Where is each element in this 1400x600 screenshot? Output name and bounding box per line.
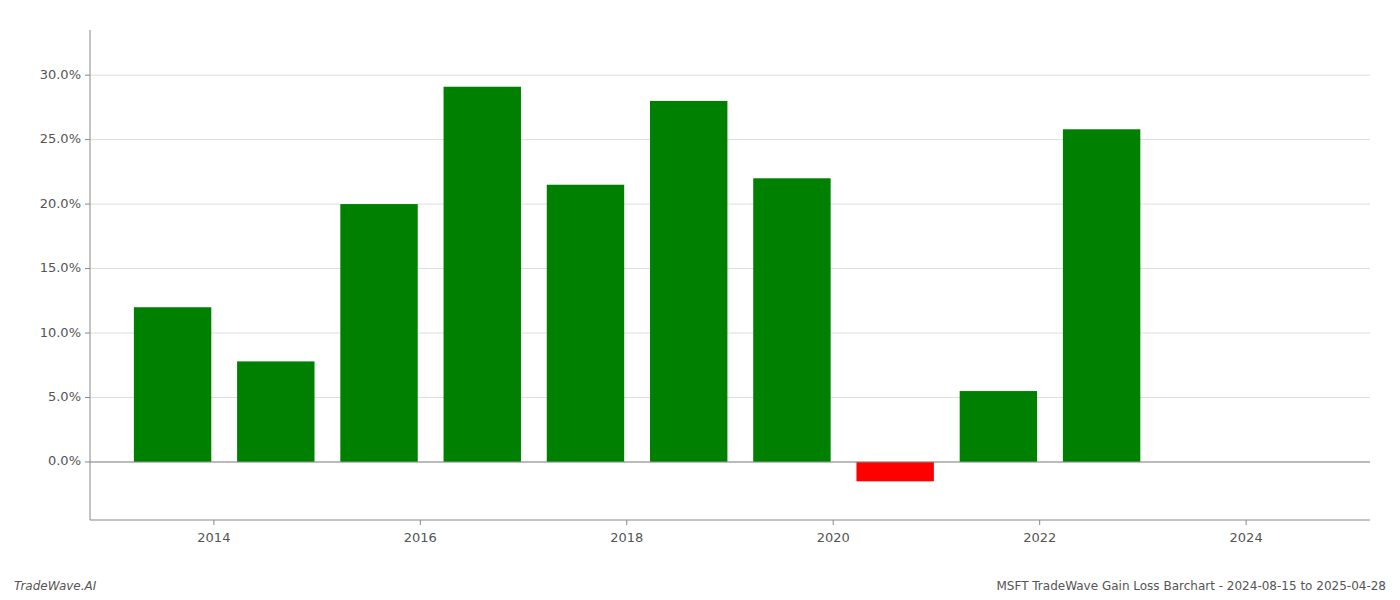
bar (753, 178, 830, 462)
bar (1063, 129, 1140, 462)
x-tick-label: 2020 (817, 530, 850, 545)
x-axis-line (90, 520, 1370, 521)
y-tick-label: 10.0% (40, 325, 81, 340)
y-tick (85, 333, 90, 334)
watermark: TradeWave.AI (14, 579, 97, 593)
y-axis-line (90, 30, 91, 520)
bar (856, 462, 933, 481)
y-tick-label: 5.0% (48, 389, 81, 404)
x-tick (833, 520, 834, 525)
grid (90, 75, 1370, 462)
bar (650, 101, 727, 462)
y-tick-label: 30.0% (40, 67, 81, 82)
x-tick-label: 2022 (1023, 530, 1056, 545)
y-tick (85, 268, 90, 269)
x-tick (1039, 520, 1040, 525)
title: MSFT TradeWave Gain Loss Barchart - 2024… (996, 579, 1386, 593)
bar (444, 87, 521, 462)
y-tick (85, 204, 90, 205)
zero-line (90, 461, 1370, 462)
y-tick-label: 25.0% (40, 131, 81, 146)
y-tick (85, 139, 90, 140)
grid-line (90, 204, 1370, 205)
grid-line (90, 268, 1370, 269)
axis-lines (90, 30, 1370, 520)
x-tick-label: 2014 (197, 530, 230, 545)
y-tick-label: 0.0% (48, 453, 81, 468)
x-tick-label: 2016 (404, 530, 437, 545)
y-tick (85, 397, 90, 398)
x-tick-label: 2024 (1230, 530, 1263, 545)
x-tick (420, 520, 421, 525)
chart-svg: 0.0% 5.0% 10.0% 15.0% 20.0% 25.0% 30.0% 2014 201… (0, 0, 1400, 600)
grid-line (90, 333, 1370, 334)
grid-line (90, 461, 1370, 462)
bars (134, 87, 1140, 482)
y-tick (85, 75, 90, 76)
background (0, 0, 1400, 600)
bar (960, 391, 1037, 462)
x-tick (1246, 520, 1247, 525)
bar (340, 204, 417, 462)
bar (237, 361, 314, 462)
x-tick (213, 520, 214, 525)
axes: 0.0% 5.0% 10.0% 15.0% 20.0% 25.0% 30.0% 2014 201… (40, 67, 1263, 545)
x-tick-label: 2018 (610, 530, 643, 545)
bar (547, 185, 624, 462)
grid-line (90, 139, 1370, 140)
grid-line (90, 75, 1370, 76)
y-tick-label: 15.0% (40, 260, 81, 275)
chart-container: 0.0% 5.0% 10.0% 15.0% 20.0% 25.0% 30.0% 2014 201… (0, 0, 1400, 600)
y-tick (85, 461, 90, 462)
x-tick (626, 520, 627, 525)
bar (134, 307, 211, 462)
y-tick-label: 20.0% (40, 196, 81, 211)
